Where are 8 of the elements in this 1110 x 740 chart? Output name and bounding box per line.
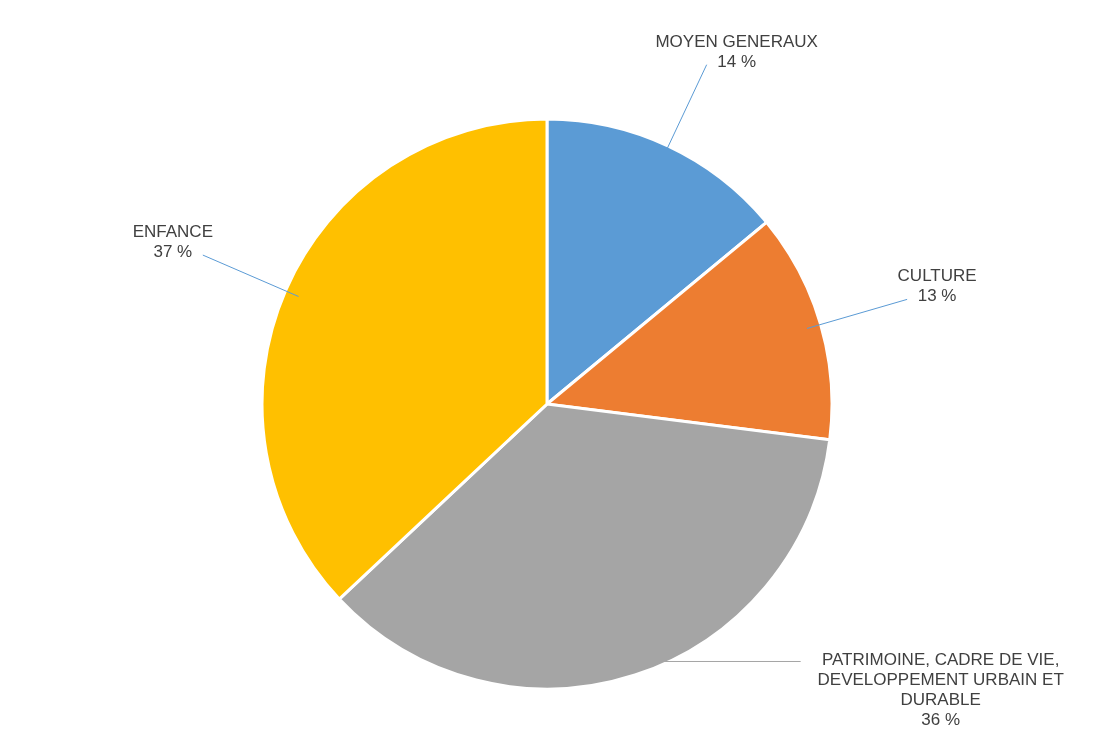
- slice-label: ENFANCE: [132, 222, 213, 242]
- slice-label: PATRIMOINE, CADRE DE VIE, DEVELOPPEMENT URBAIN ET DURABLE: [817, 650, 1064, 710]
- slice-label: MOYEN GENERAUX: [655, 31, 818, 51]
- data-label: 36 %: [921, 710, 961, 730]
- slice-label: CULTURE: [897, 266, 977, 286]
- data-label: 13 %: [917, 286, 957, 306]
- data-label: 37 %: [153, 242, 193, 262]
- data-label: 14 %: [717, 51, 757, 71]
